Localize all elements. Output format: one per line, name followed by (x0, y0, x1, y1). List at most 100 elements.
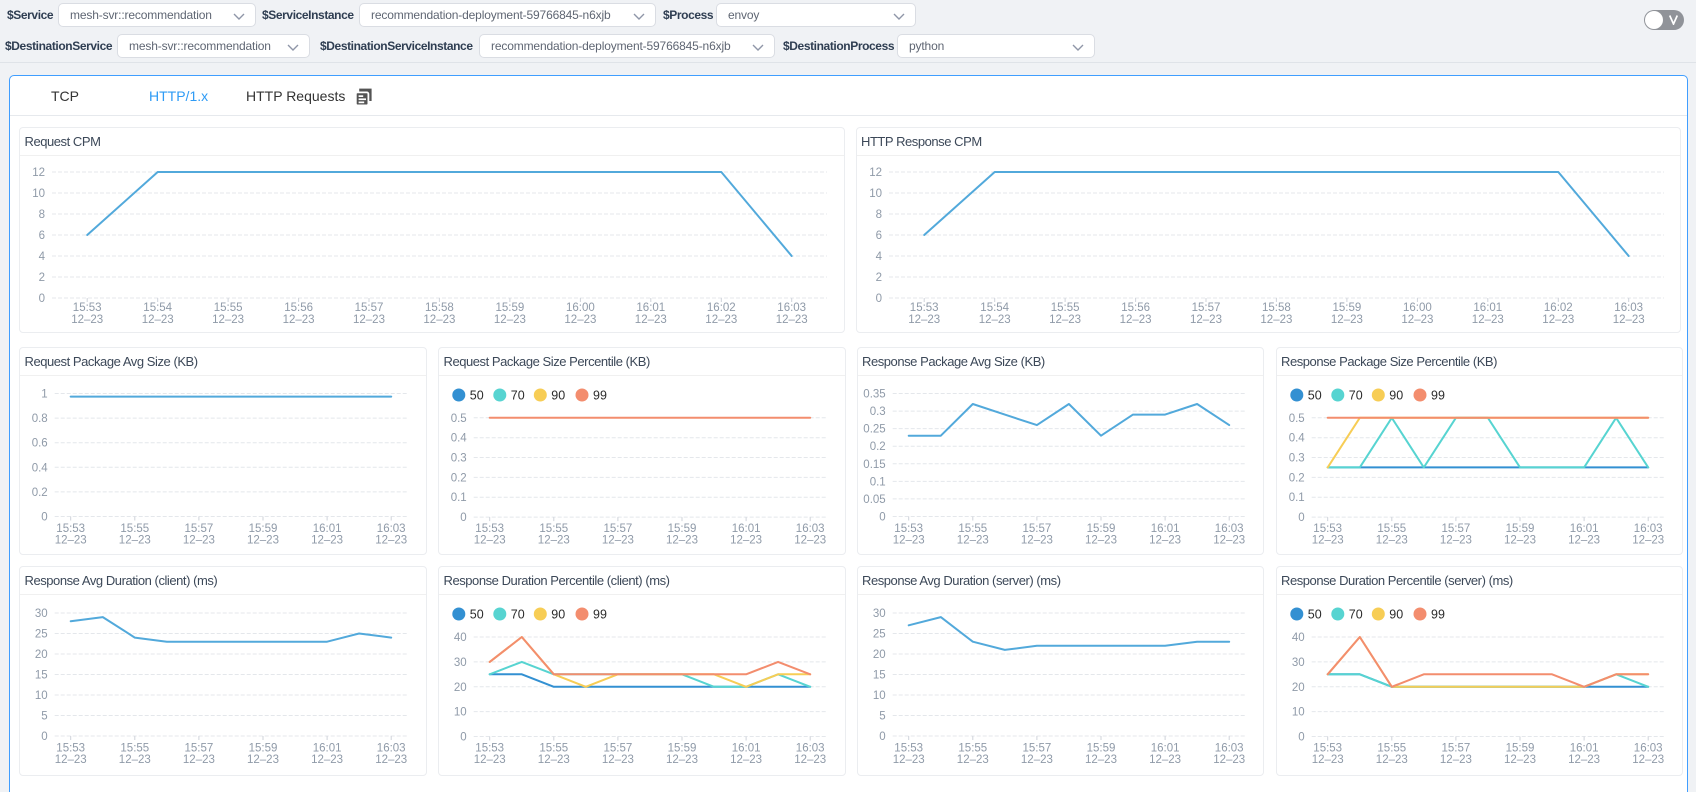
svg-text:16:01: 16:01 (1150, 743, 1179, 755)
svg-text:15:59: 15:59 (1086, 743, 1115, 755)
svg-text:16:03: 16:03 (1633, 743, 1662, 755)
svg-text:10: 10 (35, 690, 48, 702)
svg-text:12–23: 12–23 (353, 314, 385, 326)
svg-text:12–23: 12–23 (1568, 535, 1600, 547)
svg-text:12–23: 12–23 (183, 535, 215, 547)
svg-text:15:57: 15:57 (1022, 523, 1051, 535)
svg-text:16:02: 16:02 (707, 302, 736, 314)
svg-text:16:03: 16:03 (796, 523, 825, 535)
svg-text:12–23: 12–23 (1439, 754, 1471, 766)
svg-text:0.05: 0.05 (863, 494, 885, 506)
svg-text:12–23: 12–23 (247, 754, 279, 766)
svg-text:12–23: 12–23 (730, 535, 762, 547)
svg-text:12–23: 12–23 (1213, 535, 1245, 547)
svg-text:15:57: 15:57 (185, 523, 214, 535)
svg-text:99: 99 (1431, 608, 1445, 622)
svg-text:15:55: 15:55 (214, 302, 243, 314)
svg-text:12–23: 12–23 (311, 535, 343, 547)
svg-text:12–23: 12–23 (1190, 314, 1222, 326)
svg-text:12–23: 12–23 (776, 314, 808, 326)
svg-text:15:53: 15:53 (475, 743, 504, 755)
svg-text:16:00: 16:00 (1403, 302, 1432, 314)
svg-text:0.2: 0.2 (869, 441, 885, 453)
svg-text:12–23: 12–23 (1439, 535, 1471, 547)
svg-text:12–23: 12–23 (212, 314, 244, 326)
svg-text:8: 8 (39, 209, 45, 221)
svg-text:50: 50 (1307, 608, 1321, 622)
svg-text:30: 30 (454, 657, 467, 669)
svg-text:12–23: 12–23 (1119, 314, 1151, 326)
svg-text:12–23: 12–23 (538, 535, 570, 547)
svg-text:12–23: 12–23 (1213, 754, 1245, 766)
svg-text:15:55: 15:55 (120, 743, 149, 755)
svg-text:12–23: 12–23 (1504, 754, 1536, 766)
svg-text:15:59: 15:59 (668, 523, 697, 535)
svg-text:0: 0 (875, 293, 881, 305)
svg-text:12–23: 12–23 (1020, 754, 1052, 766)
svg-text:12–23: 12–23 (119, 754, 151, 766)
svg-text:15:55: 15:55 (539, 523, 568, 535)
svg-text:0.1: 0.1 (1288, 492, 1304, 504)
svg-text:15:55: 15:55 (120, 523, 149, 535)
svg-text:0: 0 (41, 512, 47, 524)
svg-text:15:58: 15:58 (425, 302, 454, 314)
svg-text:50: 50 (470, 608, 484, 622)
svg-text:0.3: 0.3 (1288, 453, 1304, 465)
svg-text:15: 15 (872, 670, 885, 682)
svg-text:6: 6 (875, 230, 881, 242)
svg-text:15:57: 15:57 (1441, 743, 1470, 755)
svg-text:12–23: 12–23 (1049, 314, 1081, 326)
svg-text:2: 2 (875, 272, 881, 284)
svg-text:12–23: 12–23 (1375, 535, 1407, 547)
svg-text:0: 0 (1298, 512, 1304, 524)
svg-text:12–23: 12–23 (908, 314, 940, 326)
svg-text:15:55: 15:55 (1050, 302, 1079, 314)
svg-text:0.2: 0.2 (1288, 472, 1304, 484)
svg-text:16:01: 16:01 (1569, 743, 1598, 755)
svg-text:30: 30 (1291, 657, 1304, 669)
svg-text:5: 5 (879, 711, 885, 723)
svg-text:12–23: 12–23 (1020, 535, 1052, 547)
svg-text:16:03: 16:03 (377, 743, 406, 755)
svg-text:0.1: 0.1 (869, 476, 885, 488)
svg-text:15:59: 15:59 (249, 743, 278, 755)
svg-text:12–23: 12–23 (635, 314, 667, 326)
svg-text:15:54: 15:54 (980, 302, 1009, 314)
svg-text:50: 50 (470, 389, 484, 403)
svg-text:12–23: 12–23 (1149, 754, 1181, 766)
svg-text:12–23: 12–23 (494, 314, 526, 326)
svg-text:15:53: 15:53 (475, 523, 504, 535)
svg-text:15:57: 15:57 (355, 302, 384, 314)
svg-text:12–23: 12–23 (602, 535, 634, 547)
svg-text:90: 90 (1389, 608, 1403, 622)
svg-text:0.25: 0.25 (863, 424, 885, 436)
svg-text:12–23: 12–23 (1632, 754, 1664, 766)
svg-text:12–23: 12–23 (1311, 535, 1343, 547)
svg-text:0.4: 0.4 (451, 433, 468, 445)
svg-text:12–23: 12–23 (978, 314, 1010, 326)
svg-text:12–23: 12–23 (892, 754, 924, 766)
svg-text:15:53: 15:53 (894, 743, 923, 755)
svg-text:0.6: 0.6 (32, 438, 48, 450)
svg-text:12–23: 12–23 (730, 754, 762, 766)
svg-text:15:53: 15:53 (894, 523, 923, 535)
svg-text:12: 12 (32, 167, 45, 179)
svg-text:5: 5 (41, 711, 47, 723)
svg-text:16:03: 16:03 (1214, 743, 1243, 755)
svg-text:12–23: 12–23 (1504, 535, 1536, 547)
svg-text:16:01: 16:01 (1473, 302, 1502, 314)
svg-text:12–23: 12–23 (474, 535, 506, 547)
svg-text:12–23: 12–23 (1311, 754, 1343, 766)
svg-text:15:53: 15:53 (1313, 743, 1342, 755)
svg-text:4: 4 (875, 251, 882, 263)
svg-text:12: 12 (869, 167, 882, 179)
svg-text:16:01: 16:01 (1150, 523, 1179, 535)
svg-text:15:53: 15:53 (56, 743, 85, 755)
svg-text:12–23: 12–23 (666, 754, 698, 766)
svg-text:15:56: 15:56 (284, 302, 313, 314)
svg-text:12–23: 12–23 (283, 314, 315, 326)
svg-text:15:56: 15:56 (1121, 302, 1150, 314)
svg-text:15:59: 15:59 (1505, 523, 1534, 535)
svg-text:90: 90 (551, 608, 565, 622)
svg-text:15:53: 15:53 (73, 302, 102, 314)
